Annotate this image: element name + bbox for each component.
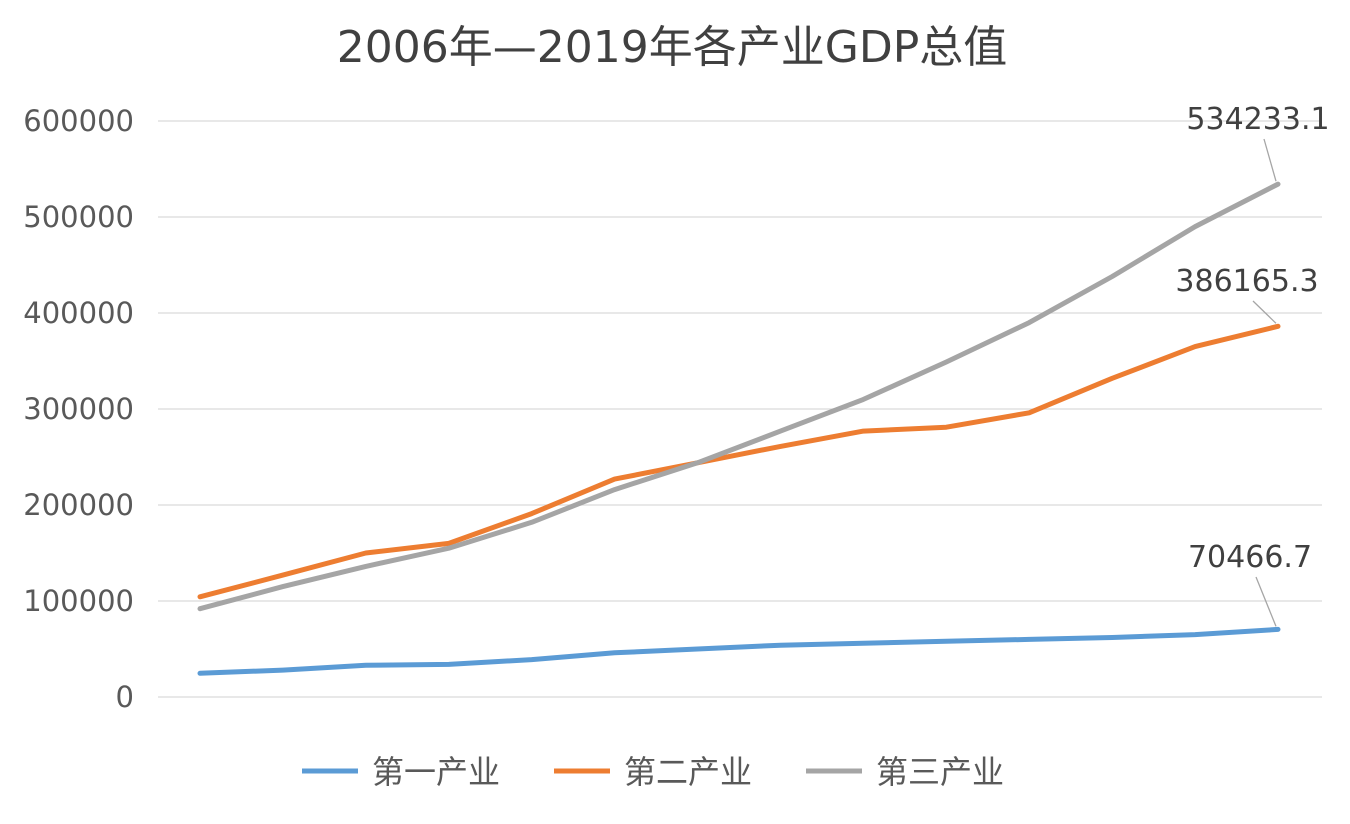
data-label: 534233.1 xyxy=(1186,102,1329,137)
label-leader-line xyxy=(1263,138,1277,182)
series-line-2 xyxy=(197,323,1281,600)
y-tick-label: 200000 xyxy=(23,488,134,522)
gridlines xyxy=(158,120,1322,698)
label-leader-line xyxy=(1255,576,1277,627)
label-leader-line xyxy=(1252,300,1277,324)
data-label: 386165.3 xyxy=(1175,264,1318,299)
y-axis: 0 100000 200000 300000 400000 500000 600000 xyxy=(23,104,134,714)
y-tick-label: 600000 xyxy=(23,104,134,138)
plot-area xyxy=(197,181,1281,676)
y-tick-label: 500000 xyxy=(23,200,134,234)
series-line-1 xyxy=(197,626,1281,676)
series-line-3 xyxy=(197,181,1281,612)
legend-label: 第一产业 xyxy=(372,753,500,791)
chart-title: 2006年—2019年各产业GDP总值 xyxy=(337,22,1007,73)
legend-label: 第二产业 xyxy=(624,753,752,791)
data-label: 70466.7 xyxy=(1188,540,1312,575)
y-tick-label: 100000 xyxy=(23,584,134,618)
y-tick-label: 300000 xyxy=(23,392,134,426)
data-labels: 70466.7 386165.3 534233.1 xyxy=(1175,102,1330,627)
legend: 第一产业 第二产业 第三产业 xyxy=(302,753,1004,791)
y-tick-label: 0 xyxy=(116,680,134,714)
y-tick-label: 400000 xyxy=(23,296,134,330)
legend-label: 第三产业 xyxy=(876,753,1004,791)
